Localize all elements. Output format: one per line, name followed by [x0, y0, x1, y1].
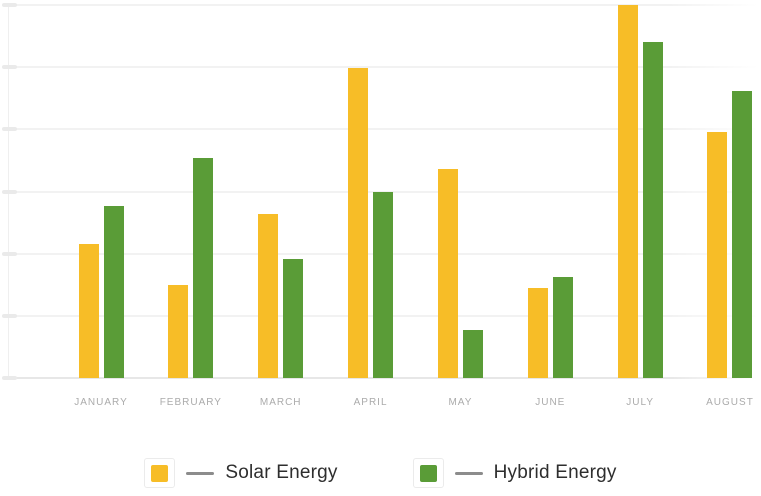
gridline: [10, 4, 758, 6]
y-axis-tick: [2, 376, 17, 380]
legend-item-hybrid-energy[interactable]: Hybrid Energy: [412, 458, 617, 488]
bar-april-hybrid-energy[interactable]: [373, 191, 394, 378]
gridline: [10, 128, 758, 131]
bar-may-solar-energy[interactable]: [437, 169, 458, 378]
x-tick-label-march: MARCH: [259, 397, 302, 408]
y-axis-tick: [2, 65, 17, 70]
bar-february-solar-energy[interactable]: [168, 284, 189, 378]
y-axis-tick: [2, 3, 17, 7]
bar-july-hybrid-energy[interactable]: [642, 42, 663, 378]
legend-dash-icon: [186, 471, 215, 475]
bar-may-hybrid-energy[interactable]: [462, 329, 483, 378]
x-tick-label-july: JULY: [626, 397, 654, 408]
bar-february-hybrid-energy[interactable]: [193, 157, 214, 378]
x-tick-label-january: JANUARY: [74, 397, 128, 408]
y-axis-tick: [2, 189, 17, 194]
y-axis-tick: [2, 313, 17, 318]
chart-legend: Solar Energy Hybrid Energy: [0, 458, 761, 488]
bar-march-hybrid-energy[interactable]: [283, 258, 304, 378]
x-tick-label-april: APRIL: [353, 397, 388, 408]
legend-swatch-box: [412, 458, 444, 488]
bar-august-hybrid-energy[interactable]: [732, 90, 753, 378]
solar-energy-swatch-icon: [151, 464, 169, 482]
x-axis-baseline: [10, 377, 758, 379]
legend-item-solar-energy[interactable]: Solar Energy: [144, 458, 337, 488]
x-tick-label-may: MAY: [448, 397, 473, 408]
legend-swatch-box: [144, 458, 176, 488]
y-axis-tick: [2, 251, 17, 256]
bar-july-solar-energy[interactable]: [617, 5, 638, 378]
bar-january-solar-energy[interactable]: [78, 243, 99, 378]
x-tick-label-february: FEBRUARY: [159, 397, 222, 408]
y-axis-tick: [2, 127, 17, 132]
legend-label: Solar Energy: [225, 462, 338, 483]
x-tick-label-august: AUGUST: [706, 397, 754, 408]
x-tick-label-june: JUNE: [535, 397, 566, 408]
bar-april-solar-energy[interactable]: [348, 68, 369, 378]
legend-label: Hybrid Energy: [493, 462, 617, 483]
bar-chart-plot: [2, 3, 758, 380]
legend-dash-icon: [454, 471, 483, 475]
bar-march-solar-energy[interactable]: [258, 213, 279, 378]
bar-june-hybrid-energy[interactable]: [552, 277, 573, 378]
bar-august-solar-energy[interactable]: [707, 131, 728, 378]
hybrid-energy-swatch-icon: [419, 464, 437, 482]
bar-january-hybrid-energy[interactable]: [103, 206, 124, 378]
bar-june-solar-energy[interactable]: [527, 288, 548, 378]
gridline: [10, 66, 758, 69]
